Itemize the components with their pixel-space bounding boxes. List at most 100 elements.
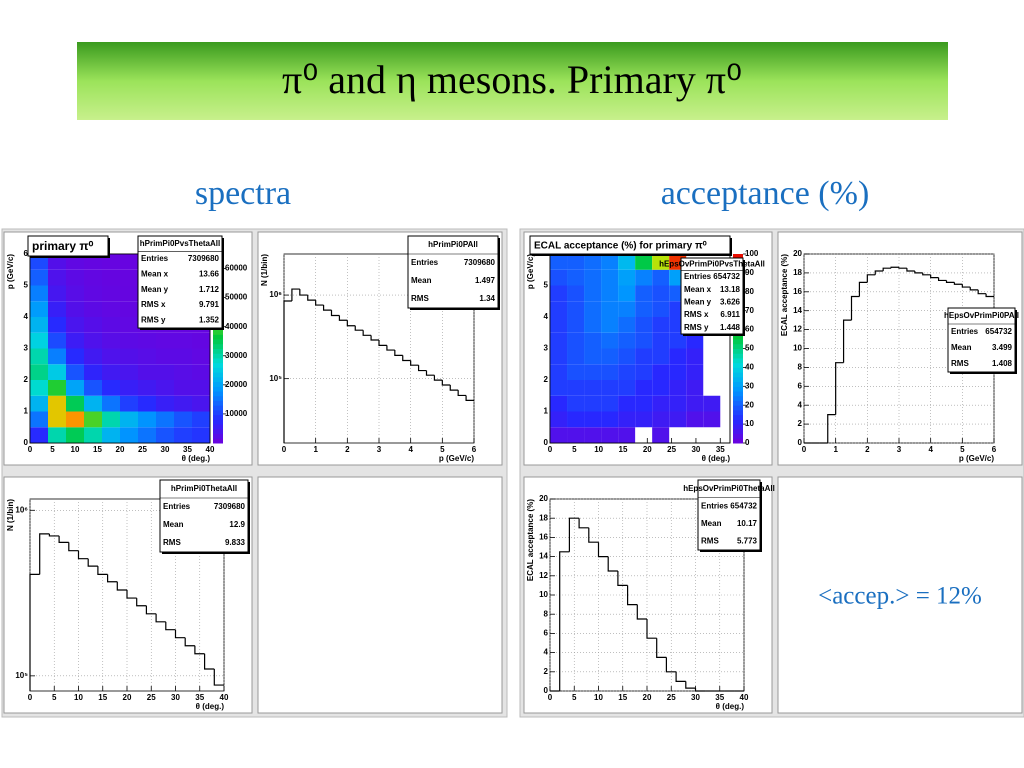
x-tick-label: 0 <box>282 445 287 454</box>
palette-step <box>213 367 223 373</box>
stats-title: hEpsOvPrimPi0PAll <box>944 311 1019 320</box>
x-tick-label: 10 <box>71 445 80 454</box>
y-tick-label: 1 <box>544 407 549 416</box>
heatmap-cell <box>138 411 156 428</box>
histogram-bin <box>617 571 628 586</box>
heatmap-cell <box>30 380 48 396</box>
heatmap-cell <box>84 301 102 317</box>
heatmap-cell <box>192 411 210 428</box>
heatmap-cell <box>120 254 138 270</box>
heatmap-cell <box>652 427 670 443</box>
y-tick-label: 14 <box>539 552 548 561</box>
heatmap-cell <box>601 285 619 302</box>
y-tick-label: 3 <box>544 344 549 353</box>
z-tick-label: 10000 <box>225 409 248 418</box>
heatmap-cell <box>66 285 84 302</box>
x-tick-label: 1 <box>833 445 838 454</box>
heatmap-cell <box>618 427 636 443</box>
stats-label: RMS <box>163 538 181 547</box>
y-axis-label: N (1/bin) <box>6 499 15 531</box>
stats-label: RMS <box>701 536 719 545</box>
x-tick-label: 35 <box>183 445 192 454</box>
y-tick-label: 1 <box>24 407 29 416</box>
y-axis-label: ECAL acceptance (%) <box>526 499 535 581</box>
x-tick-label: 25 <box>147 693 156 702</box>
y-tick-label: 8 <box>798 363 803 372</box>
heatmap-cell <box>30 395 48 412</box>
heatmap-cell <box>156 427 174 443</box>
heatmap-cell <box>601 317 619 333</box>
stats-value: 5.773 <box>737 536 758 545</box>
y-tick-label: 6 <box>798 381 803 390</box>
stats-value: 1.448 <box>720 323 741 332</box>
x-tick-label: 0 <box>28 445 33 454</box>
heatmap-cell <box>102 348 120 365</box>
histogram-bin <box>457 390 467 397</box>
heatmap-cell <box>584 411 602 428</box>
heatmap-cell <box>601 254 619 270</box>
z-tick-label: 30000 <box>225 351 248 360</box>
heatmap-cell <box>120 395 138 412</box>
stats-label: RMS x <box>684 310 709 319</box>
histogram-bin <box>685 681 696 689</box>
heatmap-cell <box>48 348 66 365</box>
heatmap-cell <box>635 364 653 380</box>
y-tick-label: 5 <box>544 281 549 290</box>
heatmap-cell <box>120 317 138 333</box>
heatmap-cell <box>567 285 585 302</box>
histogram-bin <box>97 566 108 575</box>
heatmap-cell <box>84 364 102 380</box>
stats-value: 9.833 <box>225 538 246 547</box>
heatmap-cell <box>635 269 653 286</box>
stats-label: Entries <box>701 501 729 510</box>
y-tick-label: 10⁶ <box>269 290 282 299</box>
x-tick-label: 3 <box>377 445 382 454</box>
histogram-bin <box>607 556 618 572</box>
heatmap-cell <box>192 348 210 365</box>
histogram-bin <box>977 289 987 295</box>
x-tick-label: 4 <box>408 445 413 454</box>
heatmap-cell <box>174 364 192 380</box>
heatmap-cell <box>84 427 102 443</box>
x-tick-label: 30 <box>171 693 180 702</box>
heatmap-cell <box>669 348 687 365</box>
heatmap-cell <box>669 364 687 380</box>
x-tick-label: 0 <box>548 693 553 702</box>
palette-step <box>213 414 223 420</box>
x-tick-label: 4 <box>928 445 933 454</box>
x-tick-label: 40 <box>206 445 215 454</box>
histogram-bin <box>874 270 884 275</box>
stats-label: RMS y <box>141 315 166 324</box>
x-tick-label: 5 <box>572 693 577 702</box>
y-tick-label: 4 <box>544 312 549 321</box>
heatmap-cell <box>601 332 619 349</box>
heatmap-cell <box>635 395 653 412</box>
heatmap-cell <box>120 285 138 302</box>
x-tick-label: 15 <box>618 693 627 702</box>
heatmap-cell <box>102 285 120 302</box>
histogram-bin <box>362 330 372 336</box>
z-tick-label: 100 <box>745 249 759 258</box>
palette-step <box>213 353 223 359</box>
heatmap-cell <box>120 348 138 365</box>
stats-value: 654732 <box>713 272 740 281</box>
palette-step <box>733 376 743 383</box>
title-bar <box>77 42 948 120</box>
histogram-bin <box>58 535 69 543</box>
heatmap-cell <box>584 348 602 365</box>
y-tick-label: 8 <box>544 609 549 618</box>
x-tick-label: 15 <box>93 445 102 454</box>
heatmap-cell <box>156 411 174 428</box>
histogram-bin <box>402 355 411 362</box>
plot-frame <box>29 253 211 444</box>
y-tick-label: 4 <box>798 400 803 409</box>
heatmap-cell <box>102 380 120 396</box>
z-tick-label: 60000 <box>225 264 248 273</box>
heatmap-cell <box>48 427 66 443</box>
heatmap-cell <box>138 332 156 349</box>
stats-box <box>407 235 499 309</box>
palette-step <box>733 414 743 420</box>
z-tick-label: 10 <box>745 419 754 428</box>
heatmap-cell <box>48 301 66 317</box>
heatmap-cell <box>84 395 102 412</box>
